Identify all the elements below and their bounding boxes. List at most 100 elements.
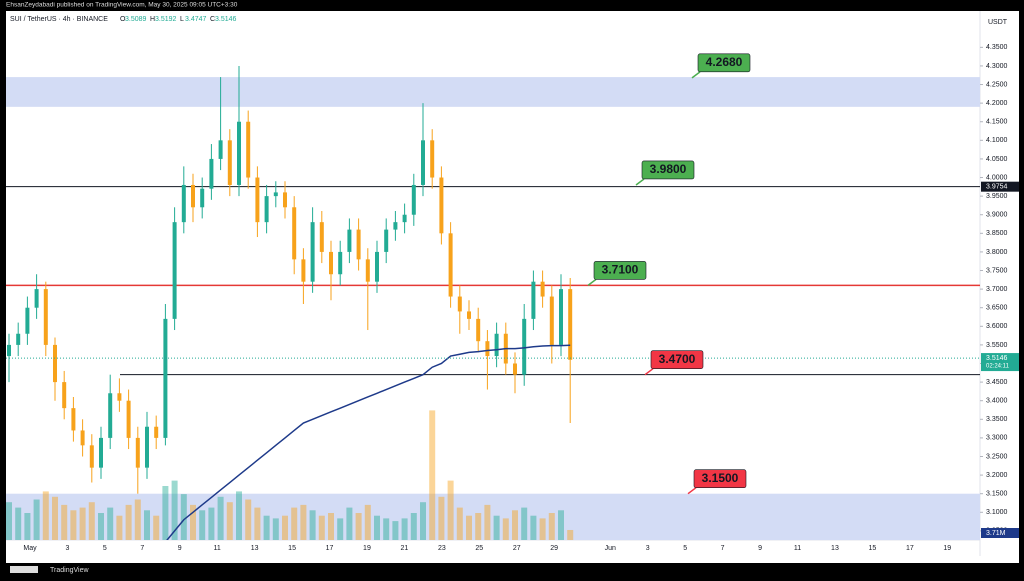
x-tick-label: May: [23, 545, 37, 552]
volume-bar: [484, 504, 491, 540]
y-tick-label: 3.3000: [986, 435, 1008, 442]
volume-bar: [300, 504, 307, 540]
volume-bar: [466, 515, 472, 540]
y-tick-label: 3.8000: [986, 249, 1008, 256]
volume-bar: [282, 515, 288, 540]
zone: [6, 493, 980, 540]
candle-body: [375, 251, 379, 282]
x-tick-label: 15: [288, 545, 296, 552]
volume-bar: [548, 513, 555, 540]
volume-bar: [401, 518, 408, 540]
ohlc-key: H: [150, 16, 155, 23]
volume-bar: [254, 507, 261, 540]
ohlc-key: O: [120, 16, 126, 23]
y-tick-label: 3.5500: [986, 342, 1008, 349]
x-tick-label: 15: [869, 545, 877, 552]
volume-bar: [337, 518, 344, 540]
annotation-pointer: [587, 278, 597, 286]
volume-bar: [438, 496, 445, 540]
candle-body: [43, 289, 48, 345]
candle-body: [172, 222, 177, 319]
candle-body: [209, 158, 214, 189]
y-tick-label: 4.1000: [986, 137, 1008, 144]
x-tick-label: 5: [103, 545, 107, 552]
brand: TradingView: [50, 567, 89, 574]
candle-body: [467, 311, 471, 319]
volume-bar: [107, 507, 114, 540]
annotation-box: [593, 261, 647, 280]
plot-layer: [6, 65, 980, 540]
symbol: SUI / TetherUS · 4h · BINANCE: [10, 16, 108, 23]
volume-bar: [171, 480, 178, 540]
candle-body: [301, 259, 306, 282]
volume-bar: [420, 502, 426, 540]
candle-body: [89, 445, 94, 468]
volume-bar: [98, 513, 104, 540]
volume-bar: [521, 507, 528, 540]
y-tick-label: 3.3500: [986, 416, 1008, 423]
volume-bar: [558, 510, 564, 540]
volume-bar: [190, 504, 196, 540]
x-tick-label: 17: [326, 545, 334, 552]
volume-bar: [263, 515, 270, 540]
y-tick-label: 3.9500: [986, 193, 1008, 200]
volume-label: 3.71M: [986, 530, 1006, 537]
annotation-box: [693, 469, 747, 488]
volume-bar: [410, 513, 417, 540]
publisher: EhsanZeydabadi published on TradingView.…: [6, 2, 238, 9]
y-tick-label: 3.2500: [986, 453, 1008, 460]
candle-body: [255, 177, 260, 223]
candle-body: [283, 192, 287, 208]
currency: USDT: [988, 19, 1008, 26]
x-tick-label: 7: [721, 545, 725, 552]
x-tick-label: Jun: [605, 545, 616, 552]
volume-bar: [70, 510, 77, 540]
candle-body: [457, 296, 462, 312]
y-tick-label: 3.9000: [986, 212, 1008, 219]
volume-bar: [318, 515, 325, 540]
x-tick-label: 11: [214, 545, 221, 552]
candle-body: [540, 281, 545, 297]
candle-body: [476, 318, 481, 342]
y-tick-label: 4.0000: [986, 174, 1008, 181]
volume-bar: [134, 499, 141, 540]
y-tick-label: 3.1500: [986, 491, 1008, 498]
annotation-label: 3.9800: [650, 162, 687, 176]
x-tick-label: 7: [140, 545, 144, 552]
candle-body: [154, 426, 159, 438]
candle-body: [347, 229, 352, 252]
ohlc-value: 3.5146: [215, 16, 237, 23]
volume-bar: [15, 507, 22, 540]
volume-bar: [217, 496, 224, 540]
candle-body: [273, 192, 278, 197]
annotation-pointer: [635, 178, 645, 186]
volume-bar: [6, 502, 12, 540]
volume-bar: [208, 507, 215, 540]
annotation-pointer: [644, 368, 654, 376]
y-tick-label: 4.1500: [986, 119, 1008, 126]
level-axis-box: [981, 181, 1019, 192]
volume-bar: [125, 504, 132, 540]
candle-body: [25, 307, 30, 334]
y-tick-label: 4.3500: [986, 44, 1008, 51]
y-tick-label: 4.2000: [986, 100, 1008, 107]
volume-bar: [355, 513, 362, 540]
candle-body: [402, 214, 407, 223]
volume-bar: [153, 515, 160, 540]
volume-bar: [199, 510, 206, 540]
x-tick-label: 13: [251, 545, 259, 552]
x-tick-label: 11: [794, 545, 801, 552]
candle-body: [513, 363, 517, 375]
candle-body: [568, 289, 573, 360]
x-tick-label: 17: [906, 545, 914, 552]
volume-bar: [52, 496, 58, 540]
volume-bar: [180, 494, 187, 540]
volume-bar: [61, 504, 68, 540]
candle-body: [53, 344, 57, 383]
y-tick-label: 4.3000: [986, 63, 1008, 70]
annotation-box: [697, 53, 751, 73]
candle-body: [384, 229, 389, 252]
x-tick-label: 27: [513, 545, 521, 552]
y-tick-label: 3.6000: [986, 323, 1008, 330]
